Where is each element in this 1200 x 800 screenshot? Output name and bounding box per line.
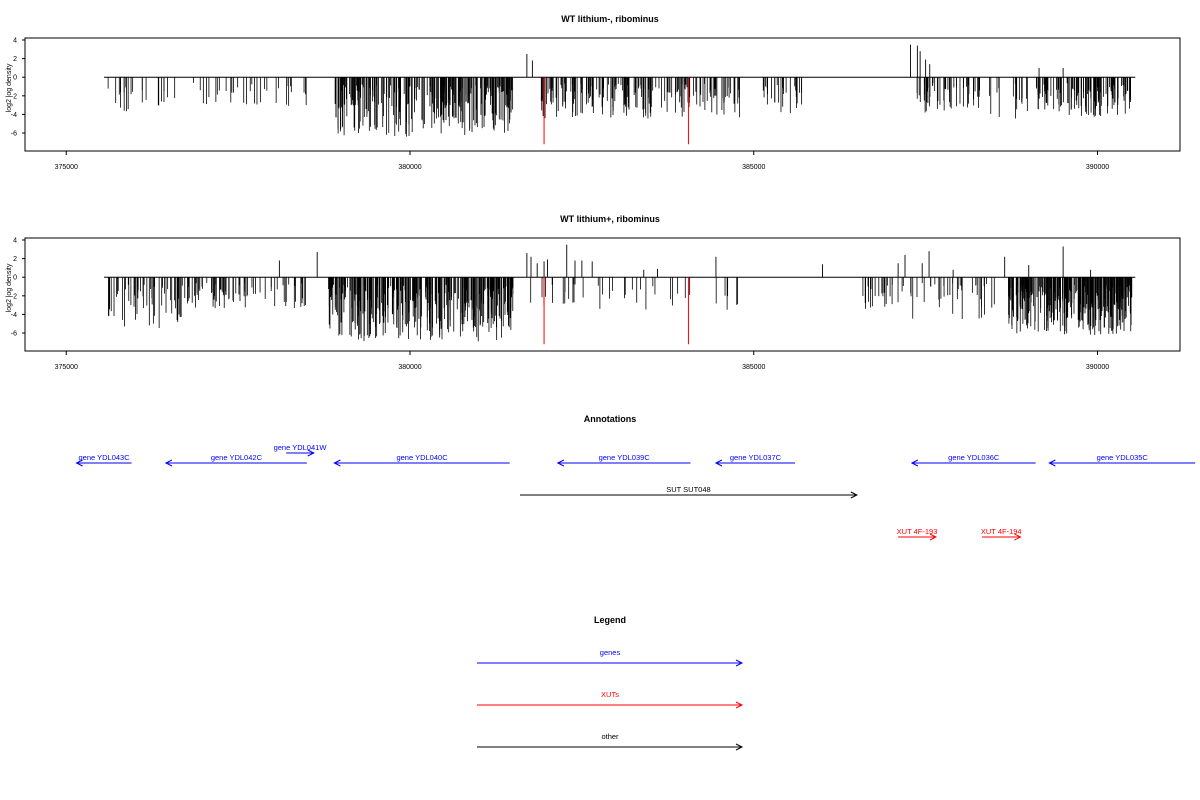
feature-label: gene YDL043C [78, 453, 130, 462]
x-tick-label: 375000 [55, 364, 78, 371]
x-tick-label: 380000 [398, 364, 421, 371]
panel-1-axes: 4 2 0 -2 -4 -6 375000 380000 385000 390000 [11, 38, 1110, 172]
arrowhead-right-icon [735, 743, 744, 751]
legend-label: XUTs [601, 690, 619, 699]
feature-label: XUT 4F-194 [981, 527, 1022, 536]
arrowhead-right-icon [929, 533, 938, 541]
legend-item: XUTs [477, 690, 744, 709]
x-tick-label: 380000 [398, 164, 421, 171]
annotation-feature: gene YDL037C [714, 453, 795, 467]
annotation-feature: SUT SUT048 [520, 485, 858, 499]
annotation-feature: gene YDL039C [556, 453, 691, 467]
panel-1: WT lithium-, ribominus log2 log density … [6, 14, 1181, 172]
x-tick-label: 375000 [55, 164, 78, 171]
arrowhead-left-icon [333, 459, 341, 467]
panel-2-axes: 4 2 0 -2 -4 -6 375000 380000 385000 390000 [11, 238, 1110, 372]
annotation-feature: XUT 4F-193 [897, 527, 938, 541]
panel-1-plot-frame [24, 37, 1181, 152]
x-tick-label: 390000 [1086, 364, 1109, 371]
legend-label: other [601, 732, 619, 741]
feature-label: gene YDL040C [396, 453, 448, 462]
y-tick-label: -6 [11, 131, 17, 138]
panel-2: WT lithium+, ribominus log2 log density … [6, 214, 1181, 372]
y-tick-label: 4 [13, 238, 17, 245]
panel-2-plot-frame [24, 237, 1181, 352]
y-tick-label: -4 [11, 312, 17, 319]
panel-2-title: WT lithium+, ribominus [560, 214, 660, 224]
y-tick-label: 4 [13, 38, 17, 45]
annotation-feature: gene YDL036C [910, 453, 1036, 467]
arrowhead-left-icon [1048, 459, 1056, 467]
arrowhead-right-icon [735, 701, 744, 709]
arrowhead-left-icon [910, 459, 919, 467]
arrowhead-right-icon [1014, 533, 1022, 541]
feature-label: SUT SUT048 [666, 485, 710, 494]
legend-items: genes XUTs other [477, 648, 744, 751]
arrowhead-left-icon [714, 459, 723, 467]
panel-1-title: WT lithium-, ribominus [561, 14, 659, 24]
y-tick-label: 0 [13, 275, 17, 282]
y-tick-label: -2 [11, 293, 17, 300]
annotations-section: Annotations gene YDL043C gene YDL042Cgene… [75, 414, 1196, 541]
y-tick-label: -4 [11, 112, 17, 119]
annotation-feature: gene YDL041W [274, 443, 328, 457]
arrowhead-left-icon [75, 459, 83, 467]
x-tick-label: 385000 [742, 364, 765, 371]
panel-2-bars [104, 244, 1136, 345]
legend-item: other [477, 732, 744, 751]
feature-label: gene YDL041W [274, 443, 328, 452]
arrowhead-right-icon [307, 449, 315, 457]
arrowhead-right-icon [850, 491, 858, 499]
annotation-tracks: gene YDL043C gene YDL042C gene YDL041W gene… [75, 443, 1196, 541]
annotation-feature: XUT 4F-194 [981, 527, 1022, 541]
annotation-feature: gene YDL035C [1048, 453, 1196, 467]
legend: Legend genes XUTs other [477, 615, 744, 751]
arrowhead-left-icon [556, 459, 565, 467]
annotation-feature: gene YDL040C [333, 453, 510, 467]
y-tick-label: -6 [11, 331, 17, 338]
feature-label: gene YDL035C [1097, 453, 1149, 462]
feature-label: gene YDL037C [730, 453, 782, 462]
y-tick-label: -2 [11, 93, 17, 100]
arrowhead-left-icon [164, 459, 173, 467]
feature-label: gene YDL042C [211, 453, 263, 462]
feature-label: gene YDL039C [599, 453, 651, 462]
panel-2-ylabel: log2 log density [6, 263, 13, 312]
annotations-title: Annotations [584, 414, 637, 424]
legend-label: genes [600, 648, 621, 657]
legend-title: Legend [594, 615, 626, 625]
annotation-feature: gene YDL043C [75, 453, 132, 467]
feature-label: XUT 4F-193 [897, 527, 938, 536]
panel-1-bars [104, 44, 1136, 145]
feature-label: gene YDL036C [948, 453, 1000, 462]
panel-1-ylabel: log2 log density [6, 63, 13, 112]
x-tick-label: 390000 [1086, 164, 1109, 171]
y-tick-label: 2 [13, 256, 17, 263]
x-tick-label: 385000 [742, 164, 765, 171]
y-tick-label: 0 [13, 75, 17, 82]
y-tick-label: 2 [13, 56, 17, 63]
annotation-feature: gene YDL042C [164, 453, 307, 467]
legend-item: genes [477, 648, 744, 667]
arrowhead-right-icon [735, 659, 744, 667]
